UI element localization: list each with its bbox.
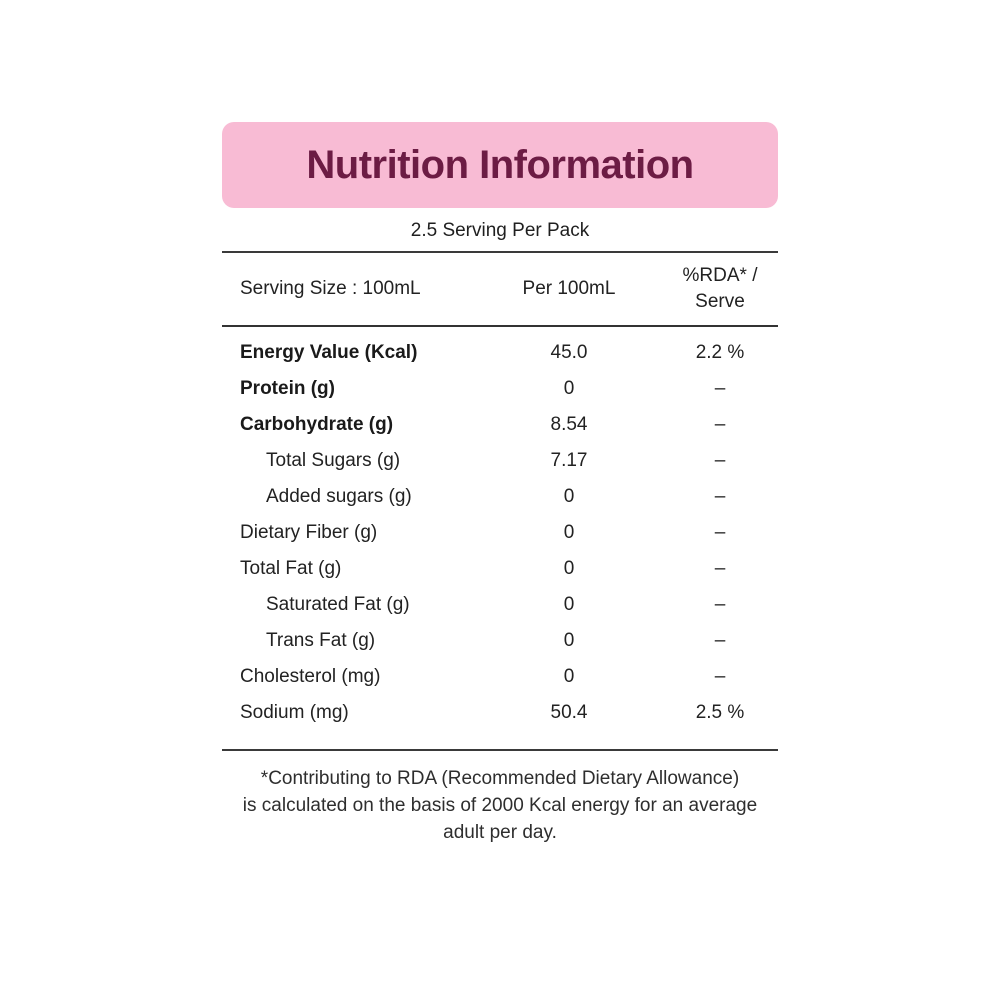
nutrient-label: Saturated Fat (g) — [266, 594, 410, 615]
nutrient-value: 0 — [563, 378, 575, 399]
table-row: Protein (g) 0 – — [222, 371, 778, 407]
header-per-amount: Per 100mL — [522, 278, 616, 299]
nutrient-value: 45.0 — [550, 342, 588, 363]
nutrient-rda: 2.2 % — [695, 342, 745, 363]
header-rda-per-serve: %RDA* / Serve — [662, 263, 778, 314]
table-row: Trans Fat (g) 0 – — [222, 623, 778, 659]
nutrient-value: 7.17 — [550, 450, 588, 471]
header-rda-line2: Serve — [695, 291, 745, 312]
servings-per-pack: 2.5 Serving Per Pack — [410, 220, 590, 241]
nutrient-rda: – — [714, 522, 726, 543]
nutrient-value: 0 — [563, 594, 575, 615]
header-rda-line1: %RDA* / — [682, 265, 758, 287]
nutrient-label: Total Sugars (g) — [266, 450, 401, 471]
nutrient-label: Cholesterol (mg) — [240, 666, 381, 687]
nutrient-value: 0 — [563, 486, 575, 507]
nutrient-label: Total Fat (g) — [240, 558, 342, 579]
nutrient-rda: – — [714, 414, 726, 435]
nutrient-label: Carbohydrate (g) — [240, 414, 394, 435]
nutrient-rda: – — [714, 594, 726, 615]
nutrient-value: 0 — [563, 558, 575, 579]
nutrient-rda: – — [714, 558, 726, 579]
table-row: Cholesterol (mg) 0 – — [222, 659, 778, 695]
footnote-line3: adult per day. — [443, 822, 557, 843]
nutrient-rda: – — [714, 450, 726, 471]
header-serving-size: Serving Size : 100mL — [240, 278, 421, 299]
table-row: Total Fat (g) 0 – — [222, 551, 778, 587]
nutrient-value: 0 — [563, 630, 575, 651]
nutrient-value: 8.54 — [550, 414, 588, 435]
table-row: Dietary Fiber (g) 0 – — [222, 515, 778, 551]
footnote-line1: *Contributing to RDA (Recommended Dietar… — [260, 768, 740, 789]
table-body: Energy Value (Kcal) 45.0 2.2 % Protein (… — [222, 327, 778, 749]
page-title: Nutrition Information — [306, 142, 694, 187]
nutrient-label: Protein (g) — [240, 378, 335, 399]
table-row: Saturated Fat (g) 0 – — [222, 587, 778, 623]
table-row: Total Sugars (g) 7.17 – — [222, 443, 778, 479]
footnote-line2: is calculated on the basis of 2000 Kcal … — [242, 795, 758, 816]
nutrient-value: 0 — [563, 666, 575, 687]
nutrition-table: Serving Size : 100mL Per 100mL %RDA* / S… — [222, 251, 778, 751]
nutrient-rda: 2.5 % — [695, 702, 745, 723]
table-row: Sodium (mg) 50.4 2.5 % — [222, 695, 778, 731]
nutrition-panel: Nutrition Information 2.5 Serving Per Pa… — [222, 0, 778, 846]
nutrient-label: Energy Value (Kcal) — [240, 342, 418, 363]
nutrient-label: Dietary Fiber (g) — [240, 522, 378, 543]
nutrient-label: Added sugars (g) — [266, 486, 412, 507]
table-row: Added sugars (g) 0 – — [222, 479, 778, 515]
nutrient-value: 50.4 — [550, 702, 588, 723]
nutrient-label: Sodium (mg) — [240, 702, 349, 723]
nutrient-rda: – — [714, 486, 726, 507]
nutrient-rda: – — [714, 630, 726, 651]
nutrient-label: Trans Fat (g) — [266, 630, 376, 651]
nutrient-rda: – — [714, 378, 726, 399]
title-banner: Nutrition Information — [222, 122, 778, 208]
table-header-row: Serving Size : 100mL Per 100mL %RDA* / S… — [222, 253, 778, 327]
nutrient-rda: – — [714, 666, 726, 687]
table-row: Carbohydrate (g) 8.54 – — [222, 407, 778, 443]
rda-footnote: *Contributing to RDA (Recommended Dietar… — [222, 765, 778, 846]
table-row: Energy Value (Kcal) 45.0 2.2 % — [222, 335, 778, 371]
nutrient-value: 0 — [563, 522, 575, 543]
